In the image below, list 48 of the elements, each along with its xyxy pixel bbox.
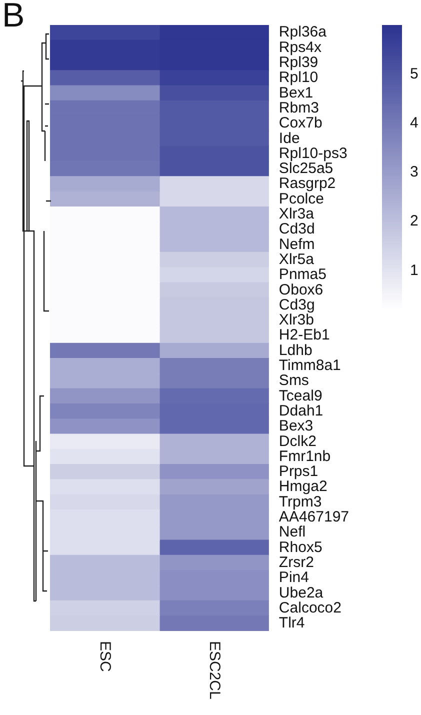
y-tick-label: Calcoco2 — [278, 599, 342, 616]
y-tick-label: Timm8a1 — [278, 357, 341, 374]
y-tick-label: Fmr1nb — [278, 448, 331, 465]
y-tick-label: Ide — [278, 130, 300, 147]
y-tick-label: Rpl10 — [278, 69, 318, 86]
y-tick-label: Rps4x — [278, 38, 322, 56]
chart-title: B — [2, 0, 25, 34]
y-tick-label: Cox7b — [278, 114, 322, 132]
y-tick-label: Tceal9 — [278, 387, 322, 404]
y-tick-label: Rasgrp2 — [278, 175, 336, 192]
color-bar-label: 5 — [410, 65, 418, 82]
y-tick-label: Pnma5 — [278, 266, 326, 284]
y-tick-label: Rpl39 — [278, 54, 318, 72]
color-bar-label: 1 — [410, 262, 418, 279]
y-tick-label: Rhox5 — [278, 538, 322, 556]
y-tick-label: Xlr5a — [278, 250, 315, 268]
y-tick-label: Slc25a5 — [278, 160, 334, 178]
color-bar-label: 3 — [410, 164, 418, 181]
y-tick-label: Nefm — [278, 236, 315, 253]
y-tick-label: Trpm3 — [278, 493, 322, 510]
y-tick-label: Rpl10-ps3 — [278, 144, 348, 162]
y-tick-label: Xlr3b — [278, 312, 314, 329]
y-tick-label: Hmga2 — [278, 478, 328, 496]
y-tick-label: H2-Eb1 — [278, 326, 330, 344]
y-tick-label: Cd3g — [278, 296, 315, 314]
y-tick-label: Ddah1 — [278, 402, 324, 420]
x-tick-label: ESC2CL — [206, 641, 224, 700]
color-bar-label: 2 — [410, 212, 418, 230]
y-tick-label: Zrsr2 — [278, 554, 314, 571]
x-tick-label: ESC — [96, 641, 114, 672]
y-tick-label: Bex1 — [278, 84, 314, 102]
y-tick-label: Tlr4 — [278, 614, 305, 632]
y-tick-label: Ldhb — [278, 342, 312, 359]
y-tick-label: Ube2a — [278, 584, 324, 602]
y-tick-label: Xlr3a — [278, 206, 315, 223]
y-tick-label: AA467197 — [278, 508, 350, 526]
y-tick-label: Rbm3 — [278, 99, 319, 116]
y-tick-label: Dclk2 — [278, 432, 316, 450]
color-bar-label: 4 — [410, 114, 418, 132]
y-tick-label: Pin4 — [278, 569, 309, 586]
y-tick-label: Sms — [278, 372, 309, 390]
y-tick-label: Pcolce — [278, 190, 324, 208]
y-tick-label: Cd3d — [278, 220, 315, 238]
y-tick-label: Obox6 — [278, 281, 324, 298]
y-tick-label: Prps1 — [278, 463, 318, 480]
y-tick-label: Rpl36a — [278, 24, 328, 41]
y-tick-label: Bex3 — [278, 418, 314, 435]
y-tick-label: Nefl — [278, 524, 306, 541]
